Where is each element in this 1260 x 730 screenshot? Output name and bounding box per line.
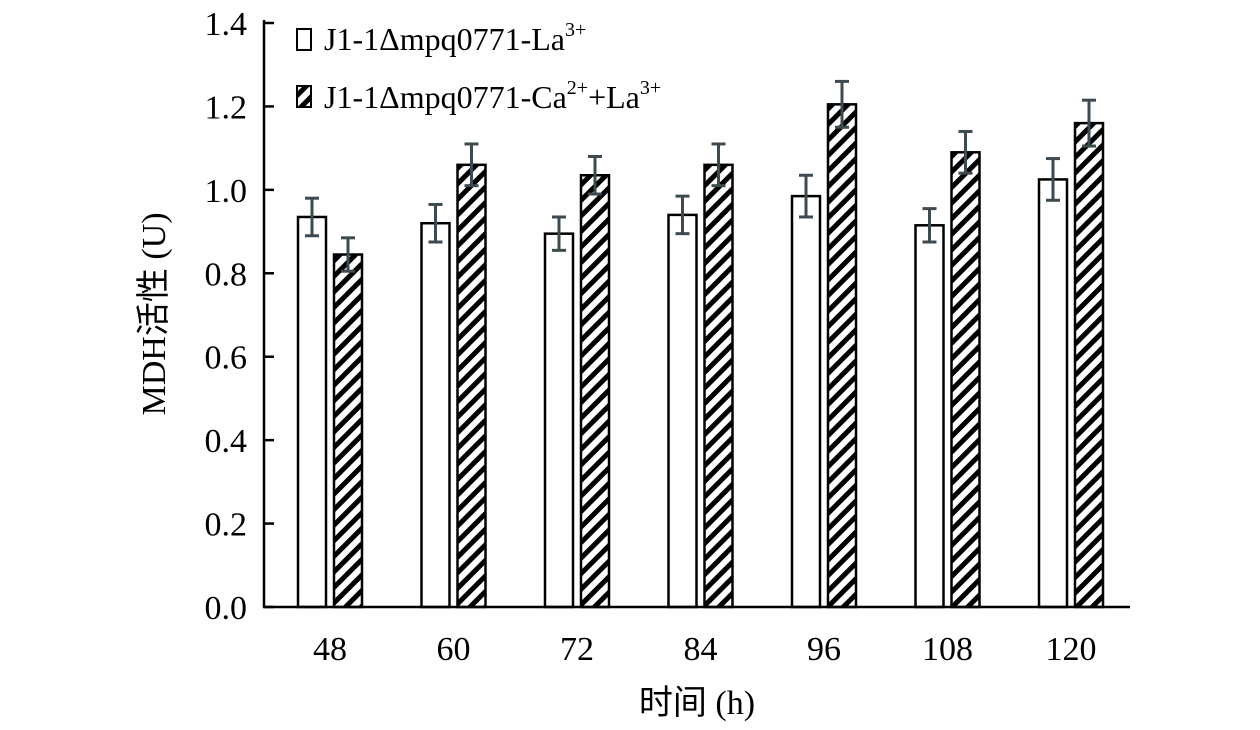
legend-label-plain: J1-1Δmpq0771-La3+ xyxy=(324,19,586,57)
error-bar xyxy=(552,215,566,252)
bar-plain xyxy=(296,215,328,609)
x-axis-title: 时间 (h) xyxy=(639,685,755,722)
error-bar xyxy=(341,236,355,273)
x-tick-label: 108 xyxy=(922,631,973,668)
y-tick-label: 1.4 xyxy=(205,6,248,43)
y-tick-label: 0.6 xyxy=(205,340,248,377)
y-tick-label: 0.8 xyxy=(205,256,248,293)
error-bar xyxy=(428,202,443,244)
error-bar xyxy=(1082,98,1096,148)
bar-plain xyxy=(790,194,822,609)
bar-plain xyxy=(543,232,575,609)
y-tick-label: 1.0 xyxy=(205,173,248,210)
y-tick-label: 0.4 xyxy=(205,423,248,460)
legend: J1-1Δmpq0771-La3+ J1-1Δmpq0771-Ca2++La3+ xyxy=(296,19,661,115)
x-tick-label: 48 xyxy=(313,631,347,668)
error-bar xyxy=(799,173,813,219)
bar-hatched xyxy=(332,253,364,609)
y-tick-label: 0.0 xyxy=(205,590,248,627)
bars-layer xyxy=(296,103,1105,609)
y-tick-label: 0.2 xyxy=(205,507,248,544)
error-bar xyxy=(958,129,973,175)
x-tick-label: 72 xyxy=(560,631,594,668)
bar-hatched xyxy=(1073,121,1105,609)
x-tick-label: 96 xyxy=(807,631,841,668)
legend-swatch-hatched xyxy=(296,85,312,108)
error-bar xyxy=(305,196,319,238)
bar-hatched xyxy=(579,174,611,609)
bar-plain xyxy=(1037,178,1069,609)
axes-layer xyxy=(262,20,1130,609)
error-bar xyxy=(1046,157,1060,202)
error-bars-layer xyxy=(305,79,1096,273)
error-bar xyxy=(922,207,937,244)
x-ticks: 48 60 72 84 96 108 120 xyxy=(313,631,1097,668)
legend-swatch-plain xyxy=(296,28,312,51)
x-tick-label: 120 xyxy=(1046,631,1097,668)
y-tick-label: 1.2 xyxy=(205,89,248,126)
y-axis-title: MDH活性 (U) xyxy=(135,212,173,415)
error-bar xyxy=(675,194,690,236)
y-ticks: 0.0 0.2 0.4 0.6 0.8 1.0 1.2 1.4 xyxy=(205,6,274,627)
bar-plain xyxy=(667,213,698,609)
legend-label-hatched: J1-1Δmpq0771-Ca2++La3+ xyxy=(324,77,661,115)
x-tick-label: 60 xyxy=(437,631,471,668)
x-tick-label: 84 xyxy=(684,631,718,668)
error-bar xyxy=(711,142,726,188)
bar-plain xyxy=(420,221,451,609)
bar-hatched xyxy=(950,151,981,609)
bar-hatched xyxy=(826,103,858,609)
error-bar xyxy=(835,79,849,129)
error-bar xyxy=(588,154,602,196)
bar-plain xyxy=(914,224,945,609)
bar-hatched xyxy=(456,163,487,609)
error-bar xyxy=(464,142,479,188)
bar-hatched xyxy=(703,163,734,609)
